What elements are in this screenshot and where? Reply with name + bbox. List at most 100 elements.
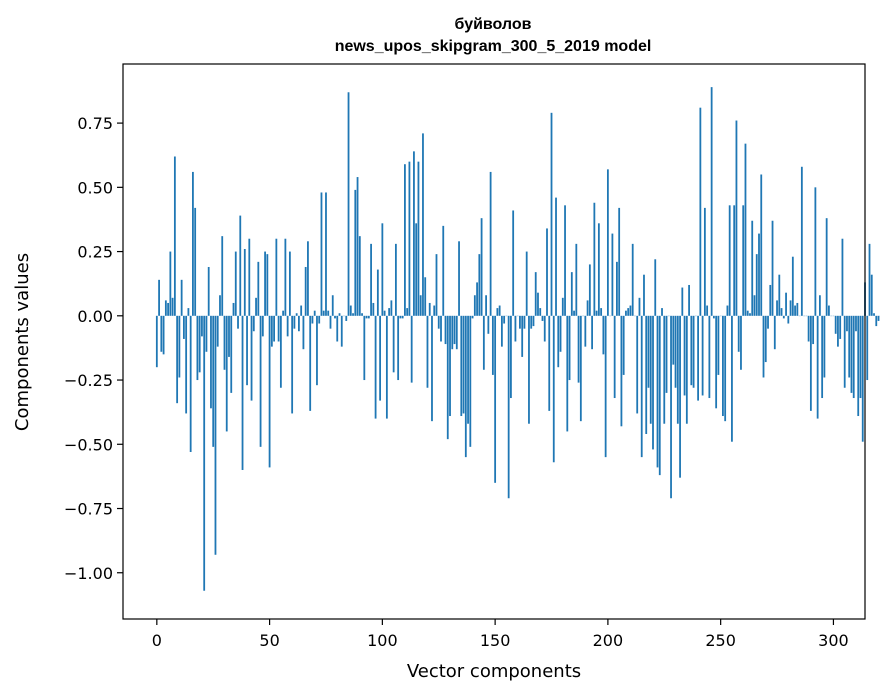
bar	[552, 315, 555, 463]
bar	[841, 238, 844, 316]
bar	[219, 295, 221, 316]
bar	[189, 315, 192, 452]
bar	[525, 251, 528, 316]
bar	[205, 315, 208, 352]
bar	[374, 315, 377, 419]
bar	[507, 315, 510, 499]
bar	[764, 315, 767, 363]
bar	[776, 300, 778, 316]
bar	[203, 315, 206, 591]
bar	[848, 315, 851, 378]
bar	[559, 315, 562, 352]
bar	[749, 313, 751, 316]
bar	[740, 315, 742, 370]
bar	[629, 305, 632, 316]
bar	[760, 174, 763, 316]
bar	[731, 315, 733, 442]
bar	[758, 233, 760, 316]
bar	[322, 310, 325, 316]
bar	[489, 171, 492, 316]
bar	[428, 302, 431, 316]
bar	[401, 315, 404, 319]
bar	[250, 315, 253, 401]
bar	[663, 315, 666, 424]
bar	[392, 315, 395, 373]
bar	[855, 315, 857, 332]
bar	[861, 315, 864, 442]
bar	[431, 315, 433, 422]
x-tick-label: 200	[593, 631, 624, 650]
bar	[710, 87, 713, 316]
bar	[600, 308, 603, 316]
bar	[241, 315, 244, 470]
bar	[866, 315, 869, 381]
bar	[821, 315, 824, 399]
bar	[291, 315, 294, 414]
bar	[230, 315, 233, 393]
bar	[807, 315, 810, 342]
bar	[257, 261, 260, 316]
bar	[261, 315, 264, 337]
bar	[850, 315, 853, 393]
bar	[672, 315, 675, 365]
bar	[550, 112, 553, 316]
bar	[426, 315, 429, 388]
bar	[674, 315, 677, 388]
bar	[415, 223, 418, 316]
bar	[413, 151, 415, 316]
bar	[406, 308, 409, 316]
bar	[722, 315, 724, 417]
bar	[591, 315, 593, 350]
bar	[437, 315, 440, 329]
bar	[812, 315, 815, 345]
bar	[171, 297, 174, 316]
bar	[372, 302, 375, 316]
bar	[543, 315, 546, 342]
bar	[318, 315, 321, 324]
bar	[837, 315, 839, 347]
bar	[645, 315, 648, 434]
bar	[701, 315, 704, 396]
bar	[435, 254, 438, 316]
bars	[155, 87, 880, 591]
bar	[182, 315, 185, 339]
bar	[178, 315, 181, 378]
x-axis-ticks: 0 50 100 150 200 250 300	[152, 619, 849, 650]
bar	[661, 308, 663, 316]
bar	[225, 315, 228, 432]
bar	[334, 315, 336, 319]
bar	[771, 220, 774, 316]
bar	[340, 315, 343, 347]
bar	[201, 315, 203, 337]
bar	[173, 156, 176, 316]
x-tick-label: 50	[259, 631, 279, 650]
bar	[243, 249, 246, 316]
bar	[825, 218, 828, 316]
bar	[264, 251, 266, 316]
bar	[816, 315, 819, 419]
y-tick-label: 0.50	[77, 178, 113, 197]
bar	[528, 315, 530, 424]
bar	[270, 315, 273, 347]
bar	[214, 315, 217, 555]
x-tick-label: 250	[705, 631, 736, 650]
bar	[627, 308, 630, 316]
bar	[523, 315, 526, 329]
bar	[573, 310, 575, 316]
bar	[814, 187, 817, 316]
plot-frame	[122, 63, 866, 620]
y-tick-label: 0.25	[77, 243, 113, 262]
bar	[586, 300, 589, 316]
bar	[309, 315, 312, 411]
bar	[728, 205, 731, 316]
bar	[223, 315, 226, 370]
bar	[187, 308, 190, 316]
bar	[469, 315, 472, 447]
bar	[679, 315, 681, 478]
bar	[800, 166, 803, 316]
bar	[521, 315, 524, 357]
x-tick-label: 300	[818, 631, 849, 650]
bar	[192, 171, 194, 316]
bar	[778, 274, 781, 316]
bar	[519, 315, 521, 329]
